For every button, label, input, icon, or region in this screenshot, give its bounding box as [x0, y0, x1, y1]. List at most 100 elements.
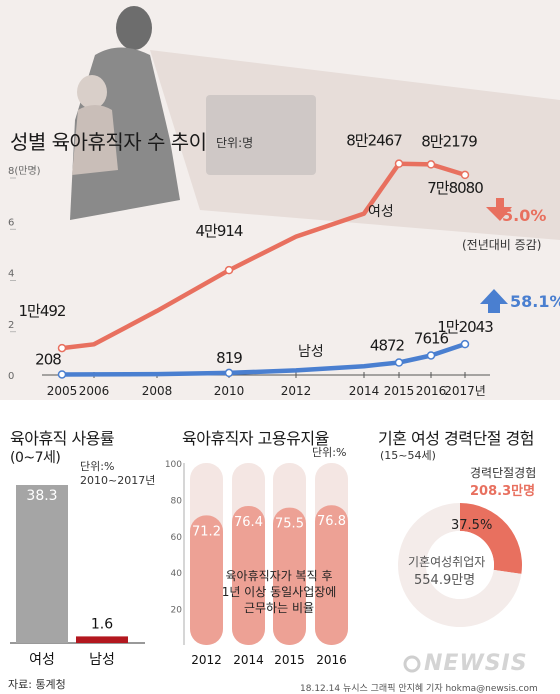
retention-y-tick-label: 20 — [171, 606, 183, 616]
source-note: 자료: 통계청 — [8, 678, 66, 691]
donut-chart-subtitle: (15~54세) — [380, 449, 436, 462]
main-series-lines — [61, 161, 466, 377]
x-tick-label: 2010 — [214, 384, 245, 398]
donut-slice — [460, 503, 522, 574]
retention-note: 육아휴직자가 복직 후 1년 이상 동일사업장에 근무하는 비율 — [196, 568, 362, 616]
data-point — [224, 265, 234, 275]
data-point — [460, 339, 470, 349]
retention-chart: 100 80 60 40 20 71.2 2012 76.4 2014 75.5 2015 76.8… — [165, 460, 348, 667]
female-change-value: 5.0% — [502, 206, 547, 225]
male-up-arrow-icon — [480, 289, 508, 313]
data-label: 208 — [35, 350, 61, 368]
newsis-logo: NEWSIS — [424, 651, 528, 676]
retention-chart-title: 육아휴직자 고용유지율 — [182, 429, 329, 448]
data-label: 4만914 — [196, 222, 243, 240]
data-label: 8만2467 — [346, 132, 402, 150]
usage-value-label: 1.6 — [91, 616, 113, 632]
usage-bar — [76, 636, 128, 643]
data-point — [460, 170, 470, 180]
y-tick-label: 4 — [8, 269, 14, 280]
retention-bar — [273, 507, 306, 645]
data-label: 7만8080 — [427, 179, 483, 197]
series-line-남성 — [61, 341, 466, 377]
data-point — [426, 351, 436, 360]
retention-value-label: 71.2 — [192, 524, 221, 539]
data-point — [394, 358, 404, 367]
data-point — [57, 343, 67, 353]
baby-head — [77, 75, 107, 109]
main-data-labels: 1만492 4만914 8만2467 8만2179 7만8080 208 819 4872 76… — [19, 132, 495, 369]
x-tick-label: 2006 — [79, 384, 110, 398]
career-break-percent: 37.5% — [451, 518, 493, 533]
donut-hole — [426, 531, 494, 599]
baby-body — [72, 105, 118, 175]
data-label: 7616 — [414, 329, 449, 347]
data-point — [57, 370, 67, 379]
y-tick-label: 6 — [8, 217, 14, 228]
retention-bar — [232, 505, 265, 645]
main-chart-title: 성별 육아휴직자 수 추이 — [10, 130, 207, 154]
usage-chart-subtitle: (0~7세) — [10, 450, 61, 466]
data-point — [426, 160, 436, 169]
retention-value-label: 76.4 — [234, 515, 263, 530]
x-tick-label: 2012 — [281, 384, 312, 398]
main-series-points — [57, 159, 470, 379]
usage-chart-unit: 단위:% — [80, 460, 115, 473]
woman-head — [116, 6, 152, 50]
retention-note-line: 육아휴직자가 복직 후 — [225, 569, 333, 583]
usage-rate-chart: 38.3 여성 1.6 남성 — [10, 485, 145, 668]
newsis-logo-icon — [403, 655, 421, 673]
usage-category-label: 여성 — [29, 652, 55, 668]
retention-note-line: 1년 이상 동일사업장에 — [221, 585, 337, 599]
main-chart-unit: 단위:명 — [216, 136, 254, 150]
data-label: 1만492 — [19, 302, 66, 320]
data-point — [394, 159, 404, 168]
retention-chart-unit: 단위:% — [312, 446, 347, 459]
series-line-여성 — [61, 161, 466, 351]
data-label: 4872 — [370, 337, 405, 355]
data-point — [224, 368, 234, 378]
retention-y-tick-label: 80 — [171, 496, 183, 506]
female-down-arrow-icon — [486, 198, 512, 221]
main-y-axis: 8(만명) 6 4 2 0 — [8, 165, 41, 382]
x-tick-label: 2014 — [349, 384, 380, 398]
change-indicators — [480, 198, 512, 313]
usage-value-label: 38.3 — [26, 488, 57, 504]
male-series-label: 남성 — [298, 344, 324, 360]
x-tick-label: 2015 — [384, 384, 415, 398]
female-series-label: 여성 — [368, 204, 394, 220]
usage-chart-title: 육아휴직 사용률 — [10, 429, 115, 448]
usage-bar — [16, 485, 68, 643]
monitor — [206, 95, 316, 175]
x-tick-label: 2017년 — [444, 384, 486, 398]
retention-y-tick-label: 40 — [171, 569, 183, 579]
donut-chart-title: 기혼 여성 경력단절 경험 — [378, 429, 534, 448]
data-label: 8만2179 — [421, 132, 477, 150]
x-tick-label: 2016 — [416, 384, 447, 398]
employed-label: 기혼여성취업자 — [408, 555, 486, 569]
retention-category-label: 2015 — [274, 653, 305, 667]
retention-category-label: 2016 — [316, 653, 347, 667]
career-break-value: 208.3만명 — [470, 484, 536, 499]
y-tick-label: 2 — [8, 320, 14, 331]
data-label: 1만2043 — [437, 318, 493, 336]
career-break-donut — [398, 503, 522, 627]
career-break-label: 경력단절경험 — [470, 466, 537, 480]
usage-category-label: 남성 — [89, 652, 115, 668]
retention-category-label: 2014 — [233, 653, 264, 667]
retention-value-label: 76.8 — [317, 514, 346, 529]
retention-note-line: 근무하는 비율 — [243, 601, 315, 615]
retention-value-label: 75.5 — [275, 517, 304, 532]
retention-y-tick-label: 100 — [165, 460, 182, 470]
data-label: 819 — [216, 349, 242, 367]
usage-chart-period: 2010~2017년 — [80, 474, 156, 487]
retention-y-tick-label: 60 — [171, 533, 183, 543]
female-change-note: (전년대비 증감) — [462, 238, 542, 252]
male-change-value: 58.1% — [510, 292, 560, 311]
x-tick-label: 2005 — [47, 384, 78, 398]
illustration — [70, 6, 560, 240]
y-tick-label: 8(만명) — [8, 165, 41, 177]
employed-value: 554.9만명 — [414, 573, 476, 588]
retention-category-label: 2012 — [191, 653, 222, 667]
